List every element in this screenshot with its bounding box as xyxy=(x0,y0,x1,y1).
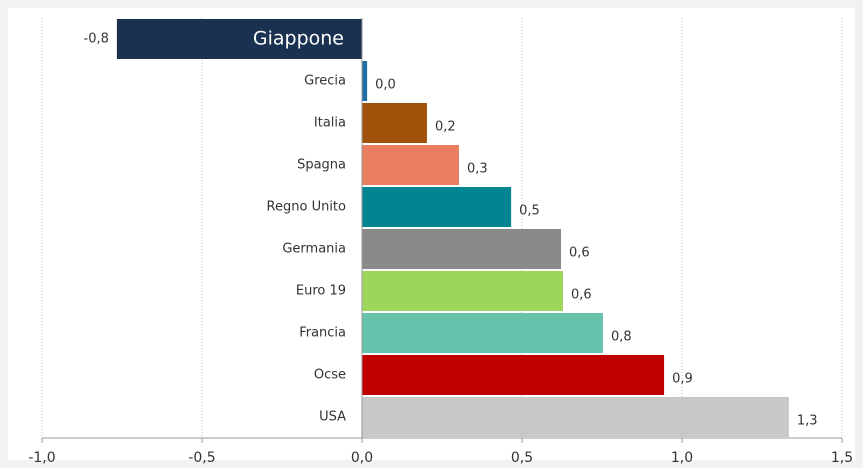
category-label: Regno Unito xyxy=(267,200,346,215)
value-label: 0,6 xyxy=(569,246,590,261)
category-label: Giappone xyxy=(253,28,344,50)
category-label: Germania xyxy=(282,242,346,257)
bar xyxy=(362,187,512,227)
value-label: 0,2 xyxy=(435,120,456,135)
category-label: Italia xyxy=(314,116,346,131)
value-label: 1,3 xyxy=(797,414,818,429)
bar xyxy=(362,397,789,437)
bar xyxy=(362,145,459,185)
bar xyxy=(362,61,368,101)
value-label: 0,6 xyxy=(571,288,592,303)
x-tick-label: 0,5 xyxy=(511,450,533,466)
bar xyxy=(362,313,603,353)
category-label: Spagna xyxy=(297,158,346,173)
x-tick-label: 1,0 xyxy=(671,450,693,466)
bar xyxy=(362,271,563,311)
bar xyxy=(362,103,427,143)
bar xyxy=(362,229,562,269)
category-label: Grecia xyxy=(304,74,346,89)
x-tick-label: -0,5 xyxy=(188,450,215,466)
category-label: Francia xyxy=(299,326,346,341)
x-tick-label: -1,0 xyxy=(28,450,55,466)
x-tick-label: 0,0 xyxy=(351,450,373,466)
value-label: -0,8 xyxy=(84,32,109,47)
x-tick-label: 1,5 xyxy=(831,450,853,466)
value-label: 0,5 xyxy=(519,204,540,219)
value-label: 0,0 xyxy=(375,78,396,93)
category-label: USA xyxy=(319,410,346,425)
bar xyxy=(362,355,665,395)
category-label: Ocse xyxy=(314,368,346,383)
value-label: 0,3 xyxy=(467,162,488,177)
category-label: Euro 19 xyxy=(296,284,346,299)
value-label: 0,8 xyxy=(611,330,632,345)
value-label: 0,9 xyxy=(672,372,693,387)
bar xyxy=(116,19,362,59)
